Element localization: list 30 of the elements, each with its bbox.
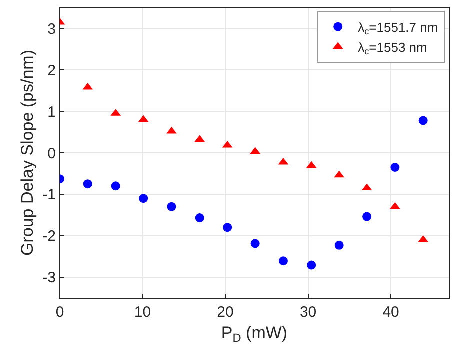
x-tick-label: 40 <box>382 304 400 321</box>
x-tick-label: 30 <box>300 304 317 321</box>
point <box>223 223 232 232</box>
point <box>418 116 428 126</box>
x-axis-title: P$_{D}$ (mW) <box>221 323 288 345</box>
point <box>334 240 344 250</box>
point <box>362 212 372 222</box>
legend-label: λ$_{c}$=1551.7 nm <box>358 20 438 37</box>
y-tick-label: 1 <box>48 104 56 121</box>
point <box>111 182 120 191</box>
y-axis-title: Group Delay Slope (ps/nm) <box>18 50 38 256</box>
point <box>278 256 288 266</box>
point <box>83 180 92 189</box>
x-tick-label: 10 <box>134 304 152 321</box>
x-tick-label: 20 <box>217 304 234 321</box>
point <box>250 239 260 248</box>
point <box>167 202 176 212</box>
point <box>166 126 177 134</box>
y-tick-label: 2 <box>48 62 56 80</box>
point <box>195 214 204 223</box>
legend-label: λ$_{c}$=1553 nm <box>358 40 428 57</box>
y-tick-label: -1 <box>42 186 56 204</box>
point <box>139 194 148 204</box>
y-tick-label: 3 <box>48 20 56 38</box>
point <box>390 202 400 210</box>
y-tick-label: -3 <box>42 270 56 287</box>
point <box>390 163 400 172</box>
y-tick-label: -2 <box>42 228 56 246</box>
point <box>307 260 316 270</box>
y-tick-label: 0 <box>48 145 56 162</box>
